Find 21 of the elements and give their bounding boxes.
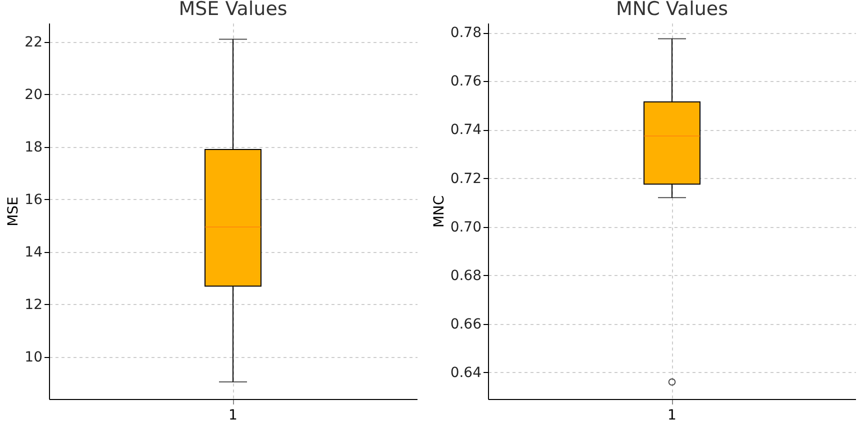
y-tick-label: 12 (24, 296, 42, 313)
y-tick-label: 0.72 (450, 170, 482, 187)
y-tick-label: 22 (24, 34, 42, 50)
y-tick-label: 20 (24, 86, 42, 103)
y-tick-label: 0.70 (450, 219, 482, 236)
y-tick-label: 14 (24, 244, 43, 260)
y-tick-label: 18 (24, 139, 42, 156)
x-tick-label: 1 (668, 408, 676, 424)
y-tick-label: 0.78 (450, 25, 482, 42)
y-tick-label: 10 (24, 349, 42, 366)
chart-title: MSE Values (178, 0, 288, 20)
y-tick-label: 0.66 (450, 316, 482, 332)
y-tick-label: 0.64 (450, 364, 482, 381)
y-tick-label: 0.68 (450, 268, 482, 284)
y-axis-title: MSE (6, 196, 22, 226)
x-tick-label: 1 (228, 408, 238, 424)
chart-title: MNC Values (616, 0, 728, 20)
y-axis-title: MNC (431, 195, 448, 228)
y-tick-label: 0.74 (450, 122, 482, 138)
y-tick-label: 16 (24, 192, 43, 208)
y-tick-label: 0.76 (450, 74, 482, 90)
